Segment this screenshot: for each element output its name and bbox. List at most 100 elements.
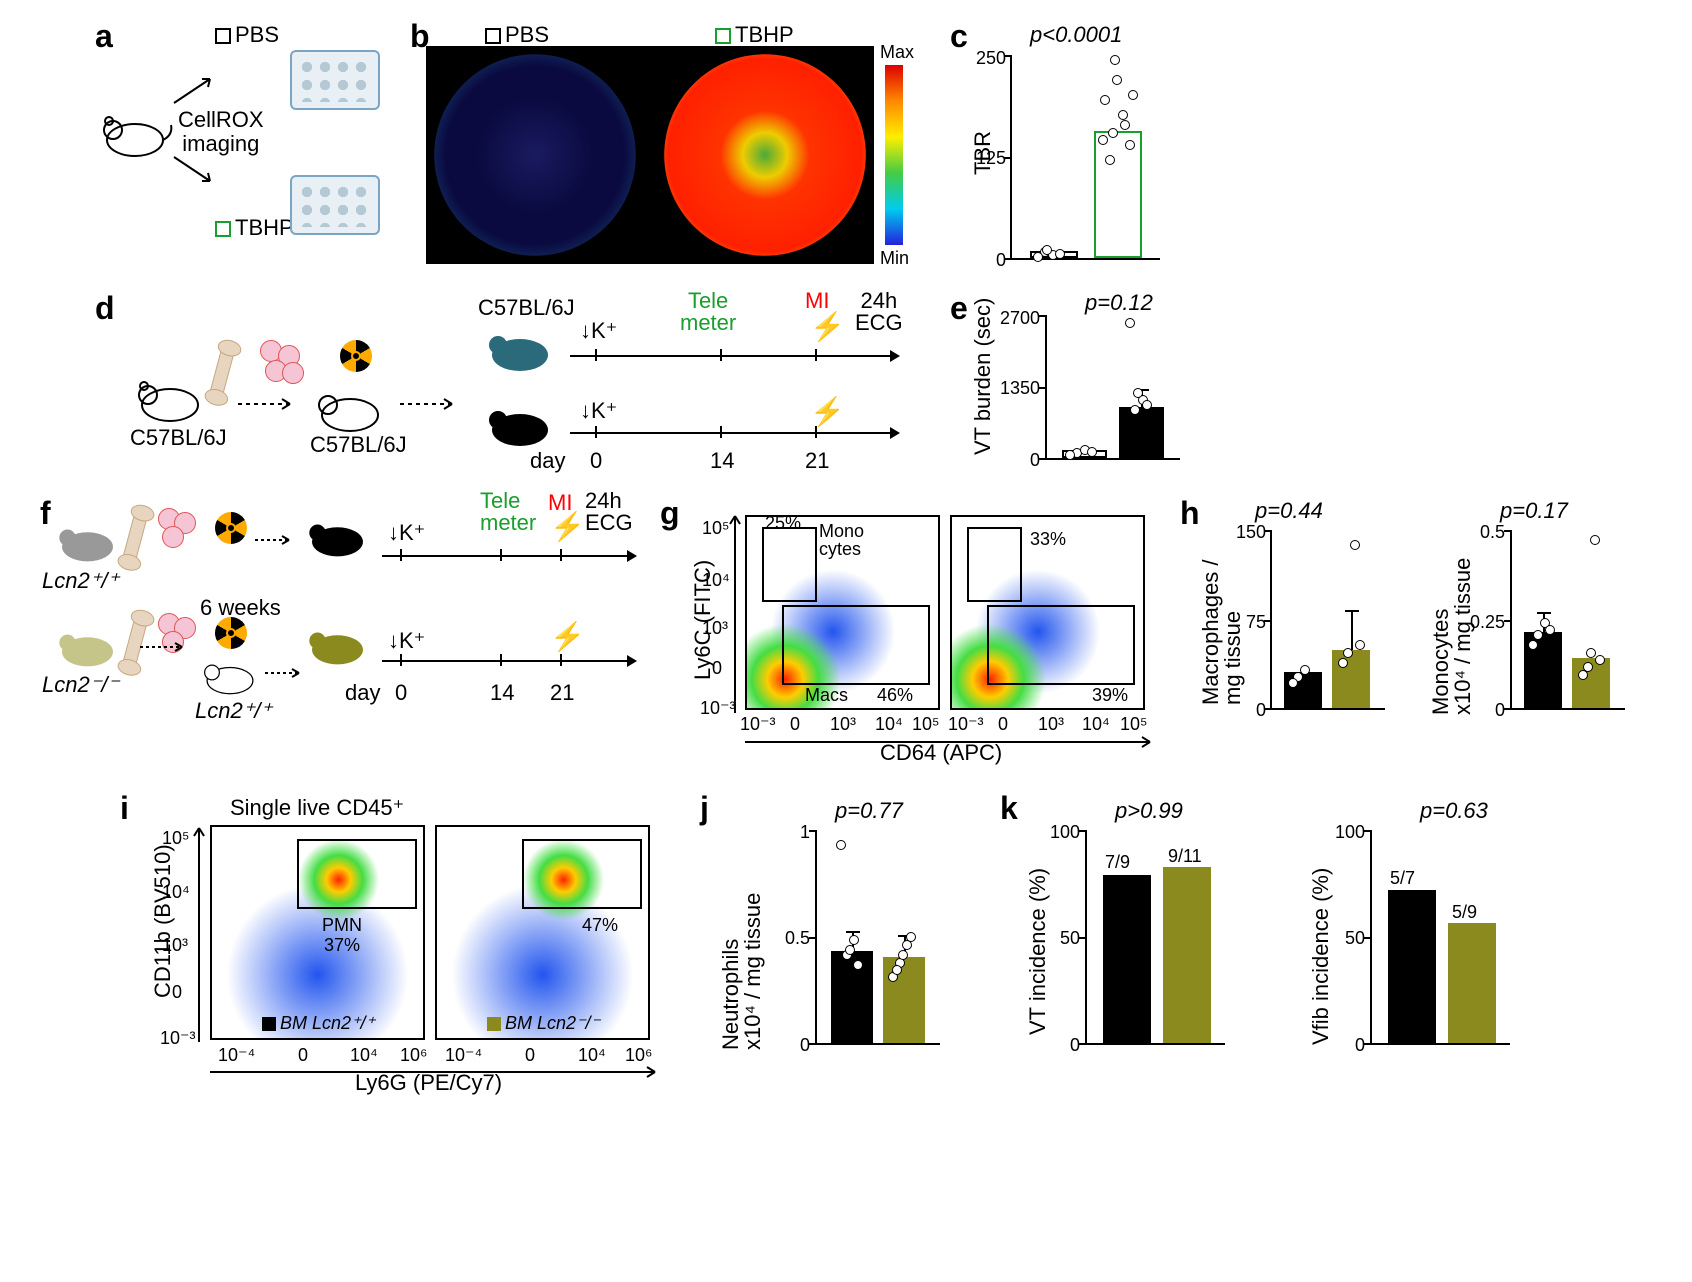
- tick-c-0: 0: [968, 250, 1006, 271]
- chart-h-r: [1510, 530, 1625, 710]
- xt-g-r2: 10³: [1038, 714, 1064, 735]
- darrow-f3: [265, 668, 307, 678]
- panel-c-label: c: [950, 18, 968, 55]
- pv-k-r: p=0.63: [1420, 798, 1488, 824]
- legend-i-l: BM Lcn2⁺/⁺: [262, 1013, 375, 1034]
- bar-j-wt: [831, 951, 873, 1043]
- mouse-bot-d: [480, 395, 560, 450]
- mi-bolt-d2: ⚡: [810, 395, 845, 428]
- panel-a-label: a: [95, 18, 113, 55]
- darrow-f1: [255, 535, 297, 545]
- strain-recip-d: C57BL/6J: [310, 432, 407, 458]
- t-k-l-50: 50: [1042, 928, 1080, 949]
- axis-arrow-i-y: [192, 820, 206, 1048]
- t-k-r-0: 0: [1327, 1035, 1365, 1056]
- t-k-r-100: 100: [1327, 822, 1365, 843]
- legend-pbs-a: PBS: [215, 22, 279, 48]
- lowk-f1: ↓K⁺: [388, 520, 425, 546]
- pvalue-e: p=0.12: [1085, 290, 1153, 316]
- ah-f-bot: [627, 655, 637, 667]
- timeline-d-top: [570, 355, 890, 357]
- ecg-label-d: 24h ECG: [855, 290, 903, 334]
- pmn-pct-i-l: 37%: [324, 935, 360, 956]
- lowk-d2: ↓K⁺: [580, 398, 617, 424]
- t-h-l-0: 0: [1228, 700, 1266, 721]
- yl-h-r: Monocytes x10⁴ / mg tissue: [1430, 558, 1474, 715]
- t-j-0: 0: [772, 1035, 810, 1056]
- xt-g-0: 10⁻³: [740, 714, 776, 735]
- ylabel-i: CD11b (BV510): [150, 844, 176, 998]
- facs-i-left: PMN 37% BM Lcn2⁺/⁺: [210, 825, 425, 1040]
- bar-k-l-wt: [1103, 875, 1151, 1043]
- tick-c-250: 250: [968, 48, 1006, 69]
- dotted-arrow-d1: [238, 398, 298, 410]
- macs-pct-g-r: 39%: [1092, 685, 1128, 706]
- panel-d-label: d: [95, 290, 115, 327]
- tick-e-0: 0: [992, 450, 1040, 471]
- day-label-d: day: [530, 448, 565, 474]
- ah-f-top: [627, 550, 637, 562]
- macs-pct-g-l: 46%: [877, 685, 913, 706]
- day0-d: 0: [590, 448, 602, 474]
- recip-geno-f: Lcn2⁺/⁺: [195, 698, 272, 724]
- xt-g-4: 10⁵: [912, 714, 939, 735]
- ah-d-bot: [890, 427, 900, 439]
- yt-i-2: 10³: [162, 935, 188, 956]
- yt-g-1: 0: [712, 658, 722, 679]
- dotted-arrow-d2: [400, 398, 460, 410]
- bar-k-l-ko: [1163, 867, 1211, 1043]
- yt-i-3: 10⁴: [162, 882, 190, 903]
- t-h-l-150: 150: [1228, 522, 1266, 543]
- xt-i-r1: 0: [525, 1045, 535, 1066]
- bar-c-tbhp: [1094, 131, 1142, 258]
- colorbar-min: Min: [880, 248, 909, 269]
- bar-e-2: [1119, 407, 1164, 458]
- tick-e-1350: 1350: [992, 378, 1040, 399]
- panel-j-label: j: [700, 790, 709, 827]
- yt-i-0: 10⁻³: [160, 1028, 196, 1049]
- t-h-r-0: 0: [1460, 700, 1505, 721]
- chart-j: [815, 830, 940, 1045]
- xt-i-0: 10⁻⁴: [218, 1045, 255, 1066]
- legend-i-r: BM Lcn2⁻/⁻: [487, 1013, 600, 1034]
- mouse-ko-f: [50, 620, 125, 670]
- xt-g-3: 10⁴: [875, 714, 903, 735]
- facs-g-left: 25% Mono cytes Macs 46%: [745, 515, 940, 710]
- bone-icon-d: [208, 344, 236, 401]
- darrow-f2: [140, 642, 190, 652]
- arrow-a-top: [172, 75, 217, 105]
- day-label-f: day: [345, 680, 380, 706]
- mouse-recip-wt-f: [300, 510, 375, 560]
- rad-wt-f: [215, 512, 247, 544]
- t-k-l-0: 0: [1042, 1035, 1080, 1056]
- yt-g-3: 10⁴: [702, 570, 730, 591]
- mi-label-d: MI: [805, 288, 829, 314]
- xt-g-1: 0: [790, 714, 800, 735]
- mono-pct-g-r: 33%: [1030, 529, 1066, 550]
- pv-j: p=0.77: [835, 798, 903, 824]
- t-k-r-50: 50: [1327, 928, 1365, 949]
- xt-i-1: 0: [298, 1045, 308, 1066]
- yt-i-1: 0: [172, 982, 182, 1003]
- frac-k-l-ko: 9/11: [1168, 846, 1202, 867]
- weeks-f: 6 weeks: [200, 595, 281, 621]
- chart-e: [1045, 315, 1180, 460]
- pv-h-r: p=0.17: [1500, 498, 1568, 524]
- rad-ko-f: [215, 617, 247, 649]
- colorbar: [885, 65, 903, 245]
- macs-label-g: Macs: [805, 685, 848, 706]
- xt-g-r1: 0: [998, 714, 1008, 735]
- xt-i-r2: 10⁴: [578, 1045, 606, 1066]
- panel-k-label: k: [1000, 790, 1018, 827]
- tick-c-125: 125: [968, 148, 1006, 169]
- frac-k-l-wt: 7/9: [1105, 852, 1130, 873]
- wellplate-tbhp: [290, 175, 380, 235]
- bar-k-r-wt: [1388, 890, 1436, 1043]
- mouse-wt-f: [50, 515, 125, 565]
- ah-d-top: [890, 350, 900, 362]
- t-j-1: 1: [772, 822, 810, 843]
- frac-k-r-ko: 5/9: [1452, 902, 1477, 923]
- pmn-label-i-l: PMN: [322, 915, 362, 936]
- day0-f: 0: [395, 680, 407, 706]
- geno-wt-f: Lcn2⁺/⁺: [42, 568, 119, 594]
